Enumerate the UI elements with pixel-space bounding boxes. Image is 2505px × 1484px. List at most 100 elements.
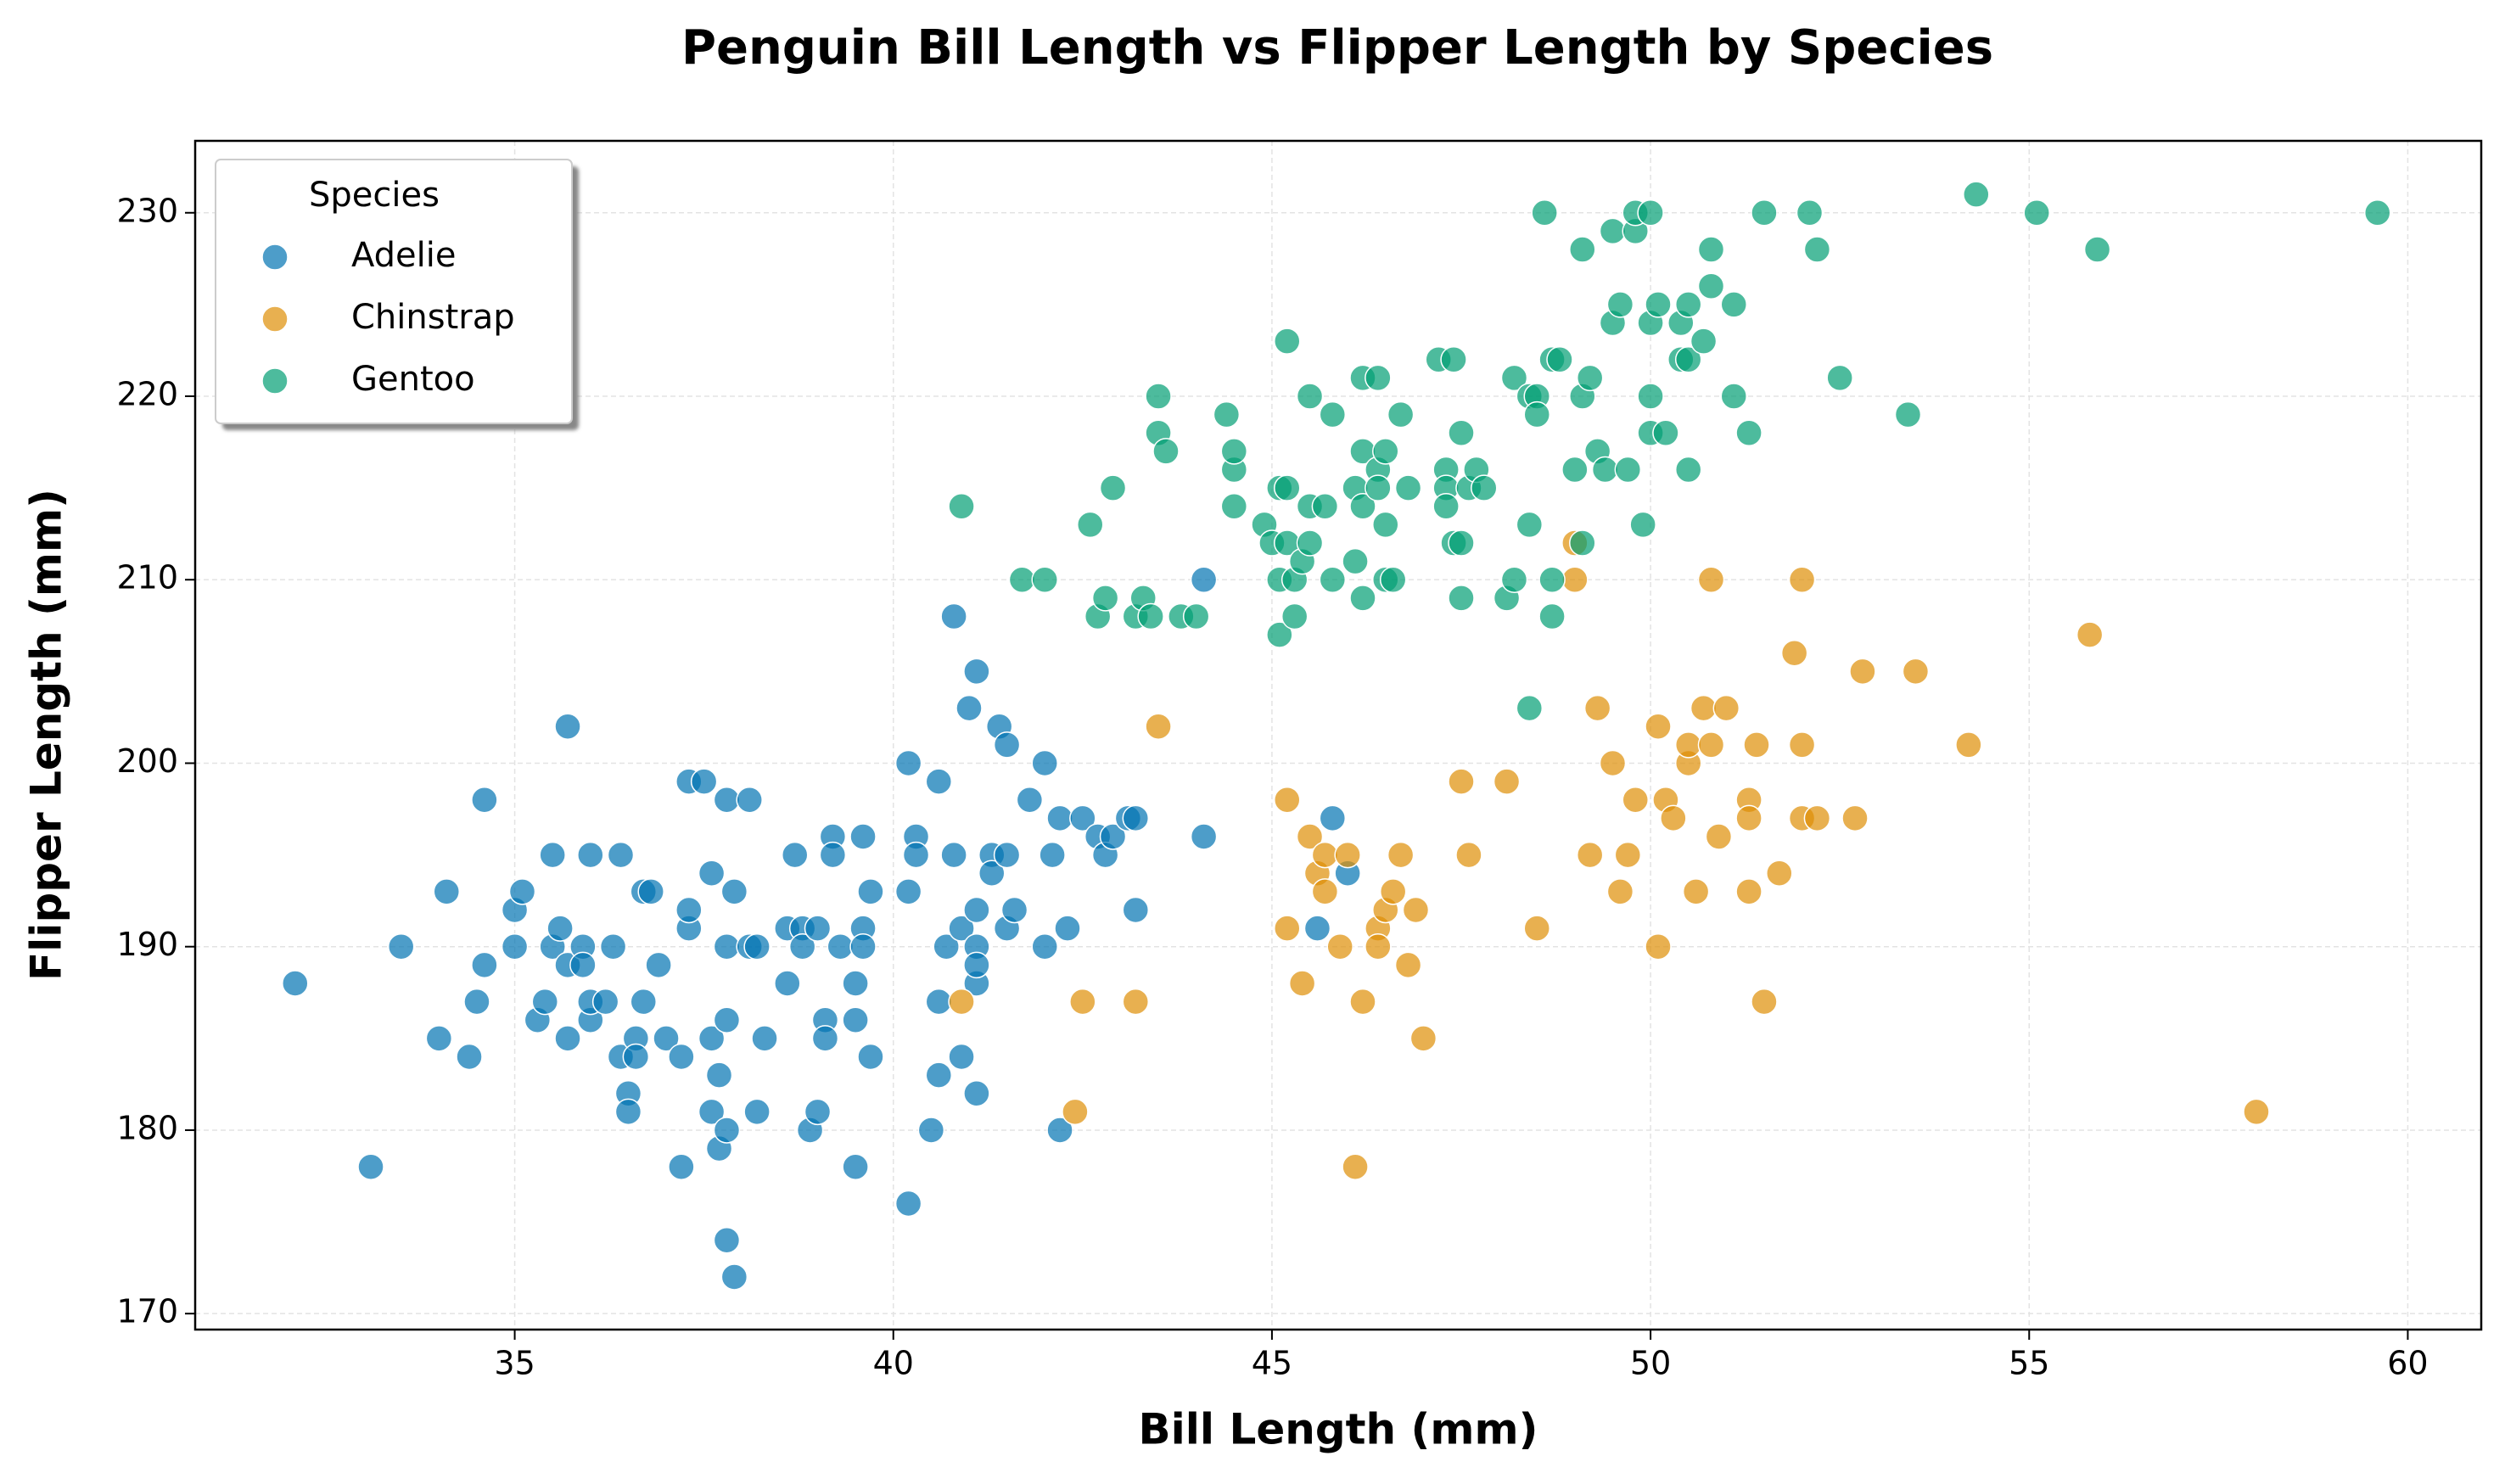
point	[1682, 878, 1710, 905]
point	[1697, 731, 1725, 759]
point	[1274, 786, 1301, 814]
point	[1220, 492, 1248, 520]
point	[743, 932, 771, 960]
point	[690, 768, 718, 795]
point	[1963, 181, 1990, 208]
point	[1069, 804, 1096, 832]
point	[1409, 1025, 1437, 1052]
point	[1274, 915, 1301, 942]
point	[1365, 474, 1392, 501]
point	[1796, 199, 1824, 227]
point	[1841, 804, 1869, 832]
point	[1606, 878, 1634, 905]
point	[894, 749, 922, 777]
point	[781, 841, 809, 869]
point	[894, 878, 922, 905]
point	[1955, 731, 1982, 759]
point	[1274, 328, 1301, 355]
point	[1342, 547, 1369, 575]
point	[1008, 566, 1036, 593]
point	[1516, 694, 1544, 722]
point	[1296, 383, 1324, 410]
point	[653, 1025, 680, 1052]
point	[1448, 419, 1475, 446]
point	[1493, 768, 1521, 795]
point	[1674, 291, 1702, 318]
point	[282, 970, 309, 997]
point	[1569, 529, 1596, 557]
point	[1432, 492, 1460, 520]
point	[948, 915, 975, 942]
x-tick-label: 55	[2009, 1345, 2049, 1382]
point	[668, 1153, 695, 1180]
point	[1031, 566, 1058, 593]
point	[1538, 566, 1566, 593]
point	[1583, 694, 1611, 722]
point	[1387, 400, 1415, 428]
point	[705, 1061, 733, 1089]
point	[925, 1061, 953, 1089]
point	[1099, 474, 1127, 501]
point	[1697, 566, 1725, 593]
point	[1152, 438, 1180, 465]
point	[948, 492, 975, 520]
point	[1311, 878, 1339, 905]
point	[1690, 328, 1718, 355]
point	[993, 731, 1021, 759]
point	[425, 1025, 453, 1052]
point	[614, 1098, 642, 1126]
x-tick-label: 50	[1630, 1345, 1671, 1382]
point	[1281, 602, 1309, 630]
x-tick-label: 35	[494, 1345, 535, 1382]
point	[857, 878, 884, 905]
legend-marker	[261, 367, 289, 395]
point	[1531, 199, 1558, 227]
point	[1674, 731, 1702, 759]
point	[599, 932, 627, 960]
point	[1826, 364, 1853, 392]
point	[531, 988, 559, 1016]
point	[1296, 823, 1324, 850]
point	[698, 1025, 726, 1052]
point	[1591, 456, 1619, 484]
point	[1576, 364, 1604, 392]
point	[1546, 346, 1573, 373]
point	[1735, 419, 1762, 446]
point	[1674, 346, 1702, 373]
point	[698, 1098, 726, 1126]
y-tick-label: 180	[116, 1109, 178, 1146]
point	[1500, 364, 1528, 392]
point	[1629, 511, 1656, 539]
point	[1379, 878, 1407, 905]
legend-marker	[261, 305, 289, 333]
point	[1720, 383, 1748, 410]
point	[1637, 383, 1664, 410]
point	[645, 951, 672, 979]
point	[1614, 841, 1642, 869]
point	[456, 1043, 483, 1071]
point	[1288, 970, 1316, 997]
point	[940, 841, 967, 869]
point	[1099, 823, 1127, 850]
point	[819, 841, 847, 869]
legend-label: Gentoo	[351, 360, 475, 399]
point	[842, 970, 869, 997]
point	[1599, 749, 1627, 777]
point	[1735, 804, 1762, 832]
legend-box	[215, 159, 573, 424]
point	[577, 841, 604, 869]
point	[1319, 400, 1347, 428]
point	[1705, 823, 1733, 850]
point	[894, 1190, 922, 1218]
point	[1561, 566, 1589, 593]
point	[1751, 199, 1778, 227]
point	[743, 1098, 771, 1126]
point	[1296, 529, 1324, 557]
point	[1379, 566, 1407, 593]
point	[1712, 694, 1740, 722]
point	[1652, 419, 1679, 446]
point	[1516, 511, 1544, 539]
point	[637, 878, 664, 905]
point	[933, 932, 960, 960]
point	[751, 1025, 778, 1052]
